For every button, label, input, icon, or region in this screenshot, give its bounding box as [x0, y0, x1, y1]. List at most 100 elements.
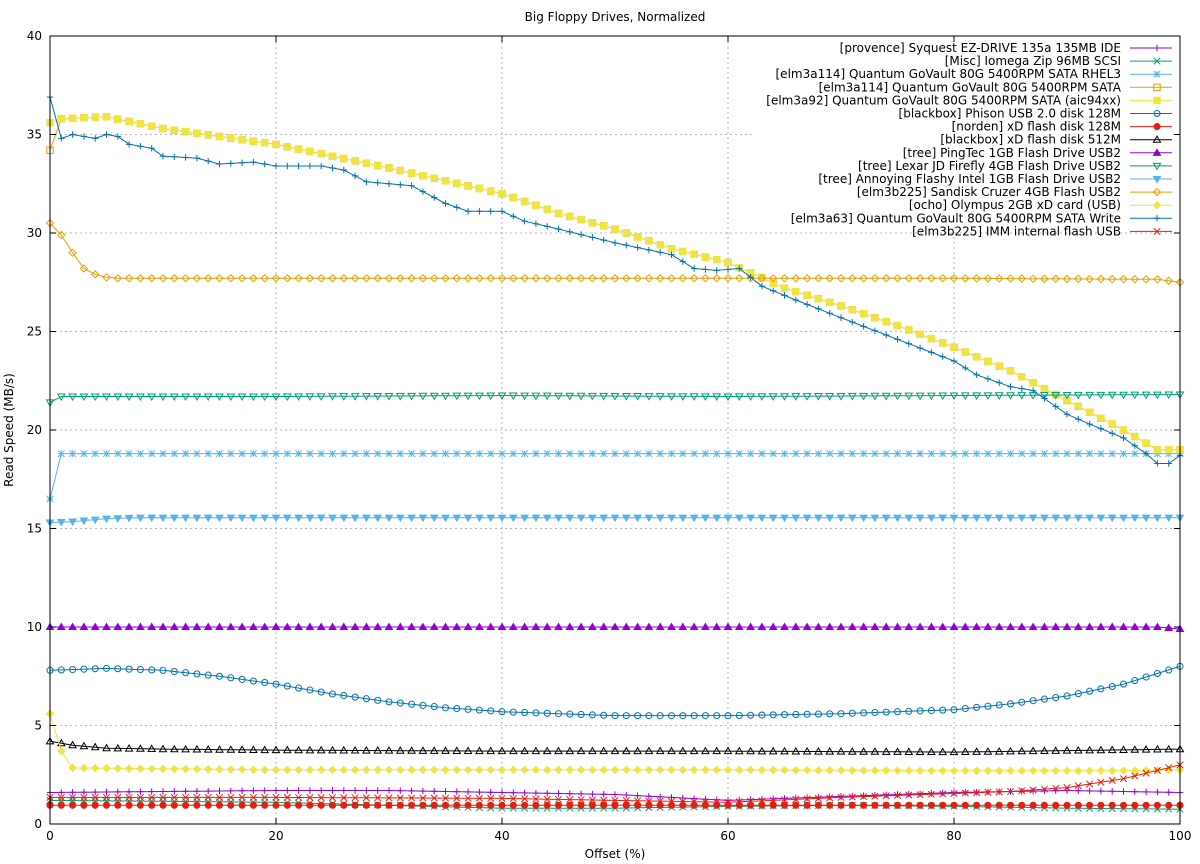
data-point	[271, 765, 281, 775]
data-point	[984, 702, 992, 710]
data-point	[429, 622, 439, 631]
legend-marker	[1153, 123, 1161, 131]
data-point	[1063, 396, 1071, 405]
data-point	[192, 514, 202, 523]
data-point	[701, 274, 710, 283]
data-point	[939, 339, 947, 347]
data-point	[316, 274, 326, 283]
legend-label: [norden] xD flash disk 128M	[952, 120, 1121, 134]
data-point	[328, 152, 337, 160]
data-point	[317, 688, 325, 696]
data-point	[566, 212, 574, 221]
data-point	[227, 674, 235, 682]
data-point	[1164, 514, 1174, 523]
data-point	[1040, 746, 1049, 754]
data-point	[193, 129, 201, 138]
y-tick-label: 15	[27, 522, 42, 536]
data-point	[147, 514, 157, 523]
data-point	[747, 450, 755, 458]
data-point	[1086, 787, 1093, 795]
data-point	[215, 132, 224, 141]
data-point	[102, 450, 111, 458]
data-point	[1108, 776, 1116, 785]
data-point	[814, 393, 823, 401]
data-point	[960, 392, 970, 400]
data-point	[317, 801, 325, 809]
data-point	[125, 450, 133, 458]
data-point	[521, 801, 529, 809]
data-point	[136, 793, 144, 801]
data-point	[735, 711, 743, 719]
data-point	[565, 514, 575, 523]
data-point	[1085, 766, 1094, 776]
data-point	[124, 514, 134, 523]
data-point	[599, 274, 608, 283]
data-point	[973, 789, 981, 797]
data-point	[487, 450, 495, 458]
data-point	[80, 793, 88, 801]
data-point	[260, 745, 270, 754]
data-point	[961, 274, 970, 283]
data-point	[893, 801, 902, 809]
data-point	[68, 763, 77, 773]
data-point	[328, 765, 337, 775]
data-point	[147, 764, 156, 773]
data-point	[520, 765, 529, 775]
data-point	[510, 789, 517, 796]
data-point	[939, 790, 947, 798]
data-point	[215, 793, 224, 801]
data-point	[679, 712, 687, 720]
data-point	[203, 622, 213, 631]
x-axis-label: Offset (%)	[585, 847, 646, 861]
data-point	[1153, 275, 1162, 284]
data-point	[215, 745, 224, 753]
data-point	[181, 274, 190, 283]
data-point	[418, 514, 428, 523]
data-point	[802, 393, 812, 401]
data-point	[237, 622, 247, 631]
data-point	[1130, 391, 1140, 400]
data-point	[80, 114, 88, 122]
data-point	[1018, 373, 1026, 381]
data-point	[1142, 788, 1150, 796]
data-point	[847, 392, 857, 401]
data-point	[1075, 787, 1082, 794]
data-point	[1074, 402, 1082, 411]
data-point	[306, 801, 314, 809]
data-point	[655, 393, 665, 401]
data-point	[645, 246, 653, 254]
data-point	[237, 393, 247, 402]
data-point	[634, 801, 642, 809]
data-point	[205, 787, 212, 795]
data-point	[870, 392, 880, 401]
legend-label: [blackbox] Phison USB 2.0 disk 128M	[899, 107, 1121, 121]
legend-label: [elm3a92] Quantum GoVault 80G 5400RPM SA…	[766, 93, 1121, 107]
data-point	[90, 393, 100, 402]
chart-title: Big Floppy Drives, Normalized	[525, 10, 706, 24]
data-point	[588, 392, 597, 401]
data-point	[859, 622, 868, 631]
data-point	[645, 801, 653, 809]
data-point	[1108, 801, 1116, 809]
data-point	[124, 393, 134, 402]
data-point	[158, 274, 168, 283]
data-point	[475, 794, 483, 802]
data-point	[667, 746, 676, 755]
data-point	[803, 450, 811, 458]
data-point	[305, 765, 315, 775]
data-point	[193, 801, 201, 809]
x-tick-label: 20	[268, 829, 283, 843]
data-point	[226, 765, 236, 774]
data-point	[1040, 384, 1049, 393]
data-point	[803, 801, 811, 809]
data-point	[181, 128, 190, 136]
data-point	[905, 450, 913, 458]
data-point	[1074, 690, 1082, 698]
data-point	[79, 741, 89, 750]
data-point	[939, 706, 947, 714]
data-point	[837, 450, 845, 458]
data-point	[542, 765, 552, 775]
data-point	[283, 682, 291, 690]
data-point	[973, 801, 981, 809]
data-point	[1085, 514, 1094, 523]
